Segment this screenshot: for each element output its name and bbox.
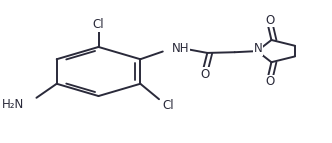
- Text: H₂N: H₂N: [2, 98, 25, 111]
- Text: O: O: [265, 14, 275, 27]
- Text: Cl: Cl: [93, 18, 104, 31]
- Text: O: O: [265, 76, 275, 89]
- Text: N: N: [253, 42, 262, 55]
- Text: Cl: Cl: [162, 99, 174, 112]
- Text: O: O: [200, 68, 209, 81]
- Text: NH: NH: [172, 42, 189, 55]
